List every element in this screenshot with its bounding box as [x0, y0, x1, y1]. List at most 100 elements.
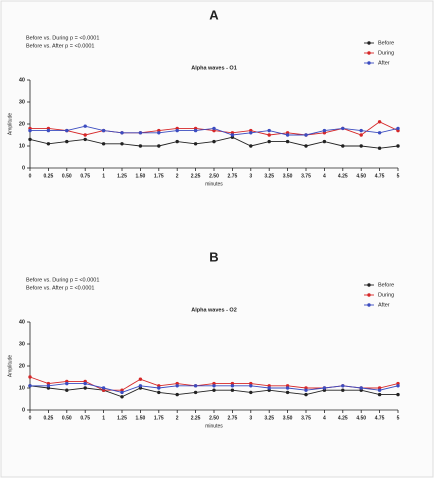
data-point	[83, 381, 87, 386]
data-point	[83, 386, 87, 390]
legend-label: During	[378, 292, 394, 298]
data-point	[120, 142, 124, 146]
data-point	[267, 128, 271, 133]
data-point	[101, 128, 106, 133]
data-point	[138, 131, 143, 135]
data-point	[138, 377, 143, 381]
data-point	[157, 386, 161, 390]
data-point	[193, 390, 198, 395]
legend-label: After	[378, 302, 390, 308]
data-point	[28, 137, 32, 142]
panel-label: A	[209, 7, 219, 22]
legend-label: Before	[378, 282, 394, 288]
data-point	[175, 128, 179, 133]
data-point	[138, 384, 143, 388]
x-tick-label: 3.75	[301, 415, 311, 421]
data-point	[157, 131, 161, 135]
data-point	[377, 388, 382, 392]
data-point	[249, 131, 253, 135]
x-axis-label: minutes	[205, 181, 223, 187]
y-tick-label: 20	[19, 363, 25, 369]
x-tick-label: 3.50	[283, 415, 293, 421]
y-tick-label: 30	[19, 341, 25, 347]
data-point	[304, 388, 308, 392]
x-tick-label: 0.50	[62, 173, 72, 179]
data-point	[359, 128, 363, 133]
data-point	[120, 390, 124, 395]
x-tick-label: 4.25	[338, 415, 348, 421]
x-tick-label: 0.25	[44, 415, 54, 421]
x-tick-label: 3	[249, 173, 252, 179]
x-tick-label: 0.75	[80, 415, 90, 421]
legend-label: Before	[378, 40, 394, 46]
data-point	[267, 386, 271, 390]
x-tick-label: 4.50	[356, 415, 366, 421]
legend-marker	[367, 51, 371, 55]
data-point	[359, 144, 363, 148]
chart-title: Alpha waves - O1	[191, 65, 237, 71]
data-point	[230, 384, 235, 388]
data-point	[46, 384, 51, 388]
data-point	[285, 139, 290, 144]
data-point	[212, 126, 216, 131]
x-tick-label: 4.75	[375, 415, 385, 421]
legend-label: During	[378, 50, 394, 56]
data-point	[120, 131, 124, 135]
data-point	[285, 133, 290, 137]
x-tick-label: 1.25	[117, 415, 127, 421]
x-tick-label: 0.50	[62, 415, 72, 421]
x-tick-label: 2.50	[209, 415, 219, 421]
data-point	[377, 120, 382, 124]
x-tick-label: 0	[29, 415, 32, 421]
x-tick-label: 0.75	[80, 173, 90, 179]
y-tick-label: 10	[19, 143, 25, 149]
data-point	[28, 128, 32, 133]
data-point	[230, 133, 235, 137]
data-point	[101, 142, 106, 146]
annotation: Before vs. During p = <0.0001	[26, 277, 99, 283]
data-point	[193, 128, 198, 133]
x-tick-label: 2.75	[228, 173, 238, 179]
legend-label: After	[378, 60, 390, 66]
y-tick-label: 30	[19, 99, 25, 105]
data-point	[322, 128, 327, 133]
data-point	[230, 388, 235, 392]
x-tick-label: 2.25	[191, 415, 201, 421]
data-point	[157, 390, 161, 395]
x-tick-label: 3.25	[264, 415, 274, 421]
data-point	[304, 392, 308, 397]
data-point	[120, 395, 124, 399]
x-tick-label: 5	[397, 173, 400, 179]
y-tick-label: 20	[19, 121, 25, 127]
data-point	[285, 390, 290, 395]
x-tick-label: 4.75	[375, 173, 385, 179]
x-tick-label: 3.25	[264, 173, 274, 179]
data-point	[304, 144, 308, 148]
data-point	[267, 139, 271, 144]
x-tick-label: 1.25	[117, 173, 127, 179]
x-tick-label: 3	[249, 415, 252, 421]
data-point	[396, 126, 400, 131]
data-point	[175, 139, 179, 144]
data-point	[193, 142, 198, 146]
x-axis-label: minutes	[205, 423, 223, 429]
x-tick-label: 0.25	[44, 173, 54, 179]
data-point	[396, 144, 400, 148]
legend-marker	[367, 303, 371, 307]
y-tick-label: 10	[19, 385, 25, 391]
y-tick-label: 0	[22, 165, 25, 171]
x-tick-label: 4	[323, 415, 326, 421]
x-tick-label: 4.50	[356, 173, 366, 179]
x-tick-label: 2.75	[228, 415, 238, 421]
x-tick-label: 2	[176, 173, 179, 179]
data-point	[267, 133, 271, 137]
y-tick-label: 0	[22, 407, 25, 413]
data-point	[138, 144, 143, 148]
data-point	[322, 139, 327, 144]
data-point	[175, 392, 179, 397]
x-tick-label: 2.25	[191, 173, 201, 179]
data-point	[46, 142, 51, 146]
legend-marker	[367, 61, 371, 65]
x-tick-label: 1.75	[154, 173, 164, 179]
